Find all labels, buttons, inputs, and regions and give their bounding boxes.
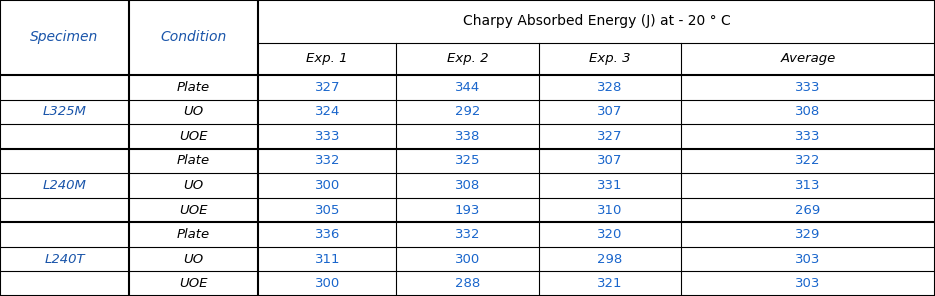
Text: 325: 325 <box>454 155 481 168</box>
Text: 300: 300 <box>314 277 340 290</box>
Text: 298: 298 <box>597 253 623 266</box>
Text: UOE: UOE <box>180 204 208 217</box>
Text: 292: 292 <box>454 105 481 118</box>
Text: 320: 320 <box>597 228 623 241</box>
Text: 308: 308 <box>454 179 481 192</box>
Text: 331: 331 <box>597 179 623 192</box>
Text: UOE: UOE <box>180 130 208 143</box>
Text: 307: 307 <box>597 105 623 118</box>
Text: 288: 288 <box>454 277 481 290</box>
Text: 308: 308 <box>795 105 821 118</box>
Text: UO: UO <box>183 253 204 266</box>
Text: Charpy Absorbed Energy (J) at - 20 ° C: Charpy Absorbed Energy (J) at - 20 ° C <box>463 14 730 28</box>
Text: 332: 332 <box>314 155 340 168</box>
Text: 336: 336 <box>314 228 340 241</box>
Text: 305: 305 <box>314 204 340 217</box>
Text: 327: 327 <box>597 130 623 143</box>
Text: UO: UO <box>183 105 204 118</box>
Text: 333: 333 <box>795 81 821 94</box>
Text: 311: 311 <box>314 253 340 266</box>
Text: 332: 332 <box>454 228 481 241</box>
Text: 322: 322 <box>795 155 821 168</box>
Text: 300: 300 <box>454 253 481 266</box>
Text: L325M: L325M <box>43 105 86 118</box>
Text: 321: 321 <box>597 277 623 290</box>
Text: Exp. 1: Exp. 1 <box>307 52 348 65</box>
Text: 300: 300 <box>314 179 340 192</box>
Text: 327: 327 <box>314 81 340 94</box>
Text: 324: 324 <box>314 105 340 118</box>
Text: UOE: UOE <box>180 277 208 290</box>
Text: Plate: Plate <box>177 81 210 94</box>
Text: L240M: L240M <box>43 179 86 192</box>
Text: 333: 333 <box>795 130 821 143</box>
Text: 269: 269 <box>795 204 821 217</box>
Text: 193: 193 <box>454 204 481 217</box>
Text: Plate: Plate <box>177 155 210 168</box>
Text: 313: 313 <box>795 179 821 192</box>
Text: 329: 329 <box>795 228 821 241</box>
Text: 303: 303 <box>795 277 821 290</box>
Text: 307: 307 <box>597 155 623 168</box>
Text: Plate: Plate <box>177 228 210 241</box>
Text: 310: 310 <box>597 204 623 217</box>
Text: 333: 333 <box>314 130 340 143</box>
Text: UO: UO <box>183 179 204 192</box>
Text: Exp. 3: Exp. 3 <box>589 52 630 65</box>
Text: Condition: Condition <box>161 30 226 44</box>
Text: 303: 303 <box>795 253 821 266</box>
Text: Specimen: Specimen <box>31 30 98 44</box>
Text: 344: 344 <box>454 81 481 94</box>
Text: 328: 328 <box>597 81 623 94</box>
Text: Average: Average <box>780 52 836 65</box>
Text: L240T: L240T <box>44 253 85 266</box>
Text: Exp. 2: Exp. 2 <box>447 52 488 65</box>
Text: 338: 338 <box>454 130 481 143</box>
